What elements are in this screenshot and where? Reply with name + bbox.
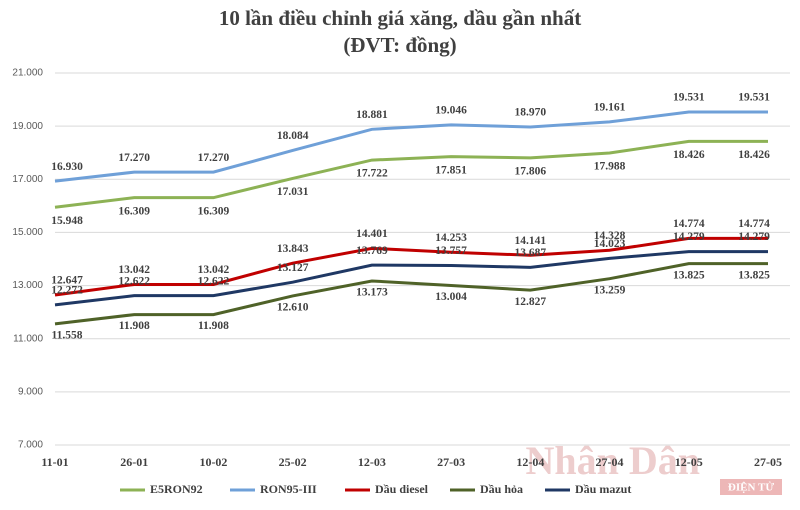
- legend-label: RON95-III: [260, 482, 317, 496]
- legend-label: Dầu mazut: [575, 482, 631, 496]
- value-label: 18.426: [738, 149, 770, 161]
- series-line: [54, 250, 768, 307]
- value-label: 13.769: [356, 245, 388, 257]
- value-label: 13.757: [435, 245, 467, 257]
- value-label: 14.279: [738, 231, 770, 243]
- value-label: 13.259: [594, 284, 626, 296]
- x-tick-label: 10-02: [199, 455, 227, 469]
- value-label: 18.881: [356, 109, 388, 121]
- value-label: 17.806: [515, 166, 547, 178]
- value-label: 14.279: [673, 231, 705, 243]
- watermark-sub: ĐIỆN TỬ: [728, 481, 774, 494]
- x-tick-label: 12-05: [675, 455, 703, 469]
- x-tick-label: 25-02: [279, 455, 307, 469]
- value-label: 19.046: [435, 105, 467, 117]
- value-label: 12.827: [515, 296, 547, 308]
- value-label: 17.851: [435, 164, 467, 176]
- value-label: 18.084: [277, 130, 309, 142]
- value-label: 14.774: [738, 218, 770, 230]
- value-label: 18.426: [673, 149, 705, 161]
- legend-label: Dầu hỏa: [480, 482, 523, 496]
- x-tick-label: 12-04: [516, 455, 544, 469]
- value-label: 14.141: [515, 235, 547, 247]
- series-line: [54, 262, 768, 326]
- value-label: 14.401: [356, 228, 388, 240]
- value-label: 12.622: [198, 275, 230, 287]
- x-tick-label: 27-04: [596, 455, 624, 469]
- value-label: 13.825: [738, 269, 770, 281]
- value-label: 13.004: [435, 291, 467, 303]
- value-label: 17.722: [356, 168, 388, 180]
- series-line: [54, 236, 768, 297]
- y-tick-label: 9.000: [18, 386, 43, 397]
- value-label: 13.042: [198, 264, 230, 276]
- value-label: 16.309: [118, 205, 150, 217]
- x-tick-label: 11-01: [41, 455, 68, 469]
- series-line: [54, 110, 768, 183]
- value-label: 14.328: [594, 230, 626, 242]
- x-tick-label: 27-03: [437, 455, 465, 469]
- value-label: 12.272: [51, 285, 83, 297]
- value-label: 19.531: [738, 92, 770, 104]
- watermark: Nhân Dân: [525, 438, 700, 483]
- watermark-badge: [720, 479, 782, 495]
- value-label: 19.531: [673, 92, 705, 104]
- legend-label: E5RON92: [150, 482, 203, 496]
- x-tick-label: 27-05: [754, 455, 782, 469]
- y-tick-label: 17.000: [12, 174, 43, 185]
- value-label: 12.622: [118, 275, 150, 287]
- value-label: 13.127: [277, 262, 309, 274]
- y-tick-label: 19.000: [12, 121, 43, 132]
- y-tick-label: 13.000: [12, 280, 43, 291]
- value-label: 11.558: [52, 330, 83, 342]
- value-label: 12.610: [277, 302, 309, 314]
- value-label: 16.309: [198, 205, 230, 217]
- legend-label: Dầu diesel: [375, 482, 429, 496]
- value-label: 17.031: [277, 186, 309, 198]
- y-tick-label: 7.000: [18, 440, 43, 451]
- value-label: 13.042: [118, 264, 150, 276]
- series-line: [54, 139, 768, 209]
- value-label: 17.270: [198, 152, 230, 164]
- value-label: 17.988: [594, 161, 626, 173]
- value-label: 14.774: [673, 218, 705, 230]
- value-label: 13.843: [277, 243, 309, 255]
- value-label: 13.687: [515, 247, 547, 259]
- y-tick-label: 11.000: [13, 333, 43, 344]
- value-label: 16.930: [51, 161, 83, 173]
- value-label: 11.908: [198, 320, 229, 332]
- value-label: 13.173: [356, 287, 388, 299]
- value-label: 14.023: [594, 238, 626, 250]
- x-tick-label: 26-01: [120, 455, 148, 469]
- chart-subtitle: (ĐVT: đồng): [343, 33, 456, 57]
- value-label: 11.908: [119, 320, 150, 332]
- value-label: 17.270: [118, 152, 150, 164]
- chart-title: 10 lần điều chỉnh giá xăng, dầu gần nhất: [219, 6, 581, 30]
- value-label: 14.253: [435, 232, 467, 244]
- y-tick-label: 21.000: [12, 68, 43, 79]
- value-label: 15.948: [51, 215, 83, 227]
- value-label: 12.647: [51, 275, 83, 287]
- value-label: 19.161: [594, 102, 626, 114]
- value-label: 18.970: [515, 107, 547, 119]
- value-label: 13.825: [673, 269, 705, 281]
- x-tick-label: 12-03: [358, 455, 386, 469]
- y-tick-label: 15.000: [12, 227, 43, 238]
